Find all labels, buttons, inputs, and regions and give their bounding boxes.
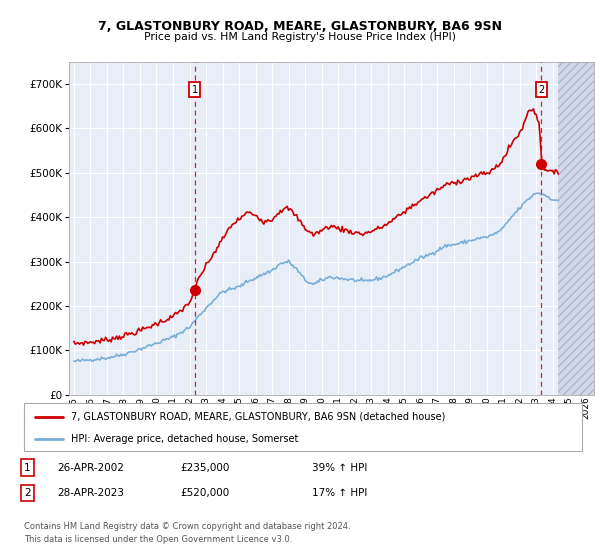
Text: Contains HM Land Registry data © Crown copyright and database right 2024.: Contains HM Land Registry data © Crown c… [24,522,350,531]
Text: 26-APR-2002: 26-APR-2002 [57,463,124,473]
Text: 1: 1 [24,463,31,473]
Text: 7, GLASTONBURY ROAD, MEARE, GLASTONBURY, BA6 9SN (detached house): 7, GLASTONBURY ROAD, MEARE, GLASTONBURY,… [71,412,446,422]
Text: 17% ↑ HPI: 17% ↑ HPI [312,488,367,498]
Text: Price paid vs. HM Land Registry's House Price Index (HPI): Price paid vs. HM Land Registry's House … [144,32,456,42]
Text: 39% ↑ HPI: 39% ↑ HPI [312,463,367,473]
Text: 28-APR-2023: 28-APR-2023 [57,488,124,498]
Bar [558,62,594,395]
Text: £520,000: £520,000 [180,488,229,498]
Text: 2: 2 [24,488,31,498]
FancyBboxPatch shape [24,403,582,451]
Text: HPI: Average price, detached house, Somerset: HPI: Average price, detached house, Some… [71,434,299,444]
Text: 2: 2 [538,85,545,95]
Text: £235,000: £235,000 [180,463,229,473]
Text: This data is licensed under the Open Government Licence v3.0.: This data is licensed under the Open Gov… [24,535,292,544]
Text: 1: 1 [192,85,198,95]
Text: 7, GLASTONBURY ROAD, MEARE, GLASTONBURY, BA6 9SN: 7, GLASTONBURY ROAD, MEARE, GLASTONBURY,… [98,20,502,32]
